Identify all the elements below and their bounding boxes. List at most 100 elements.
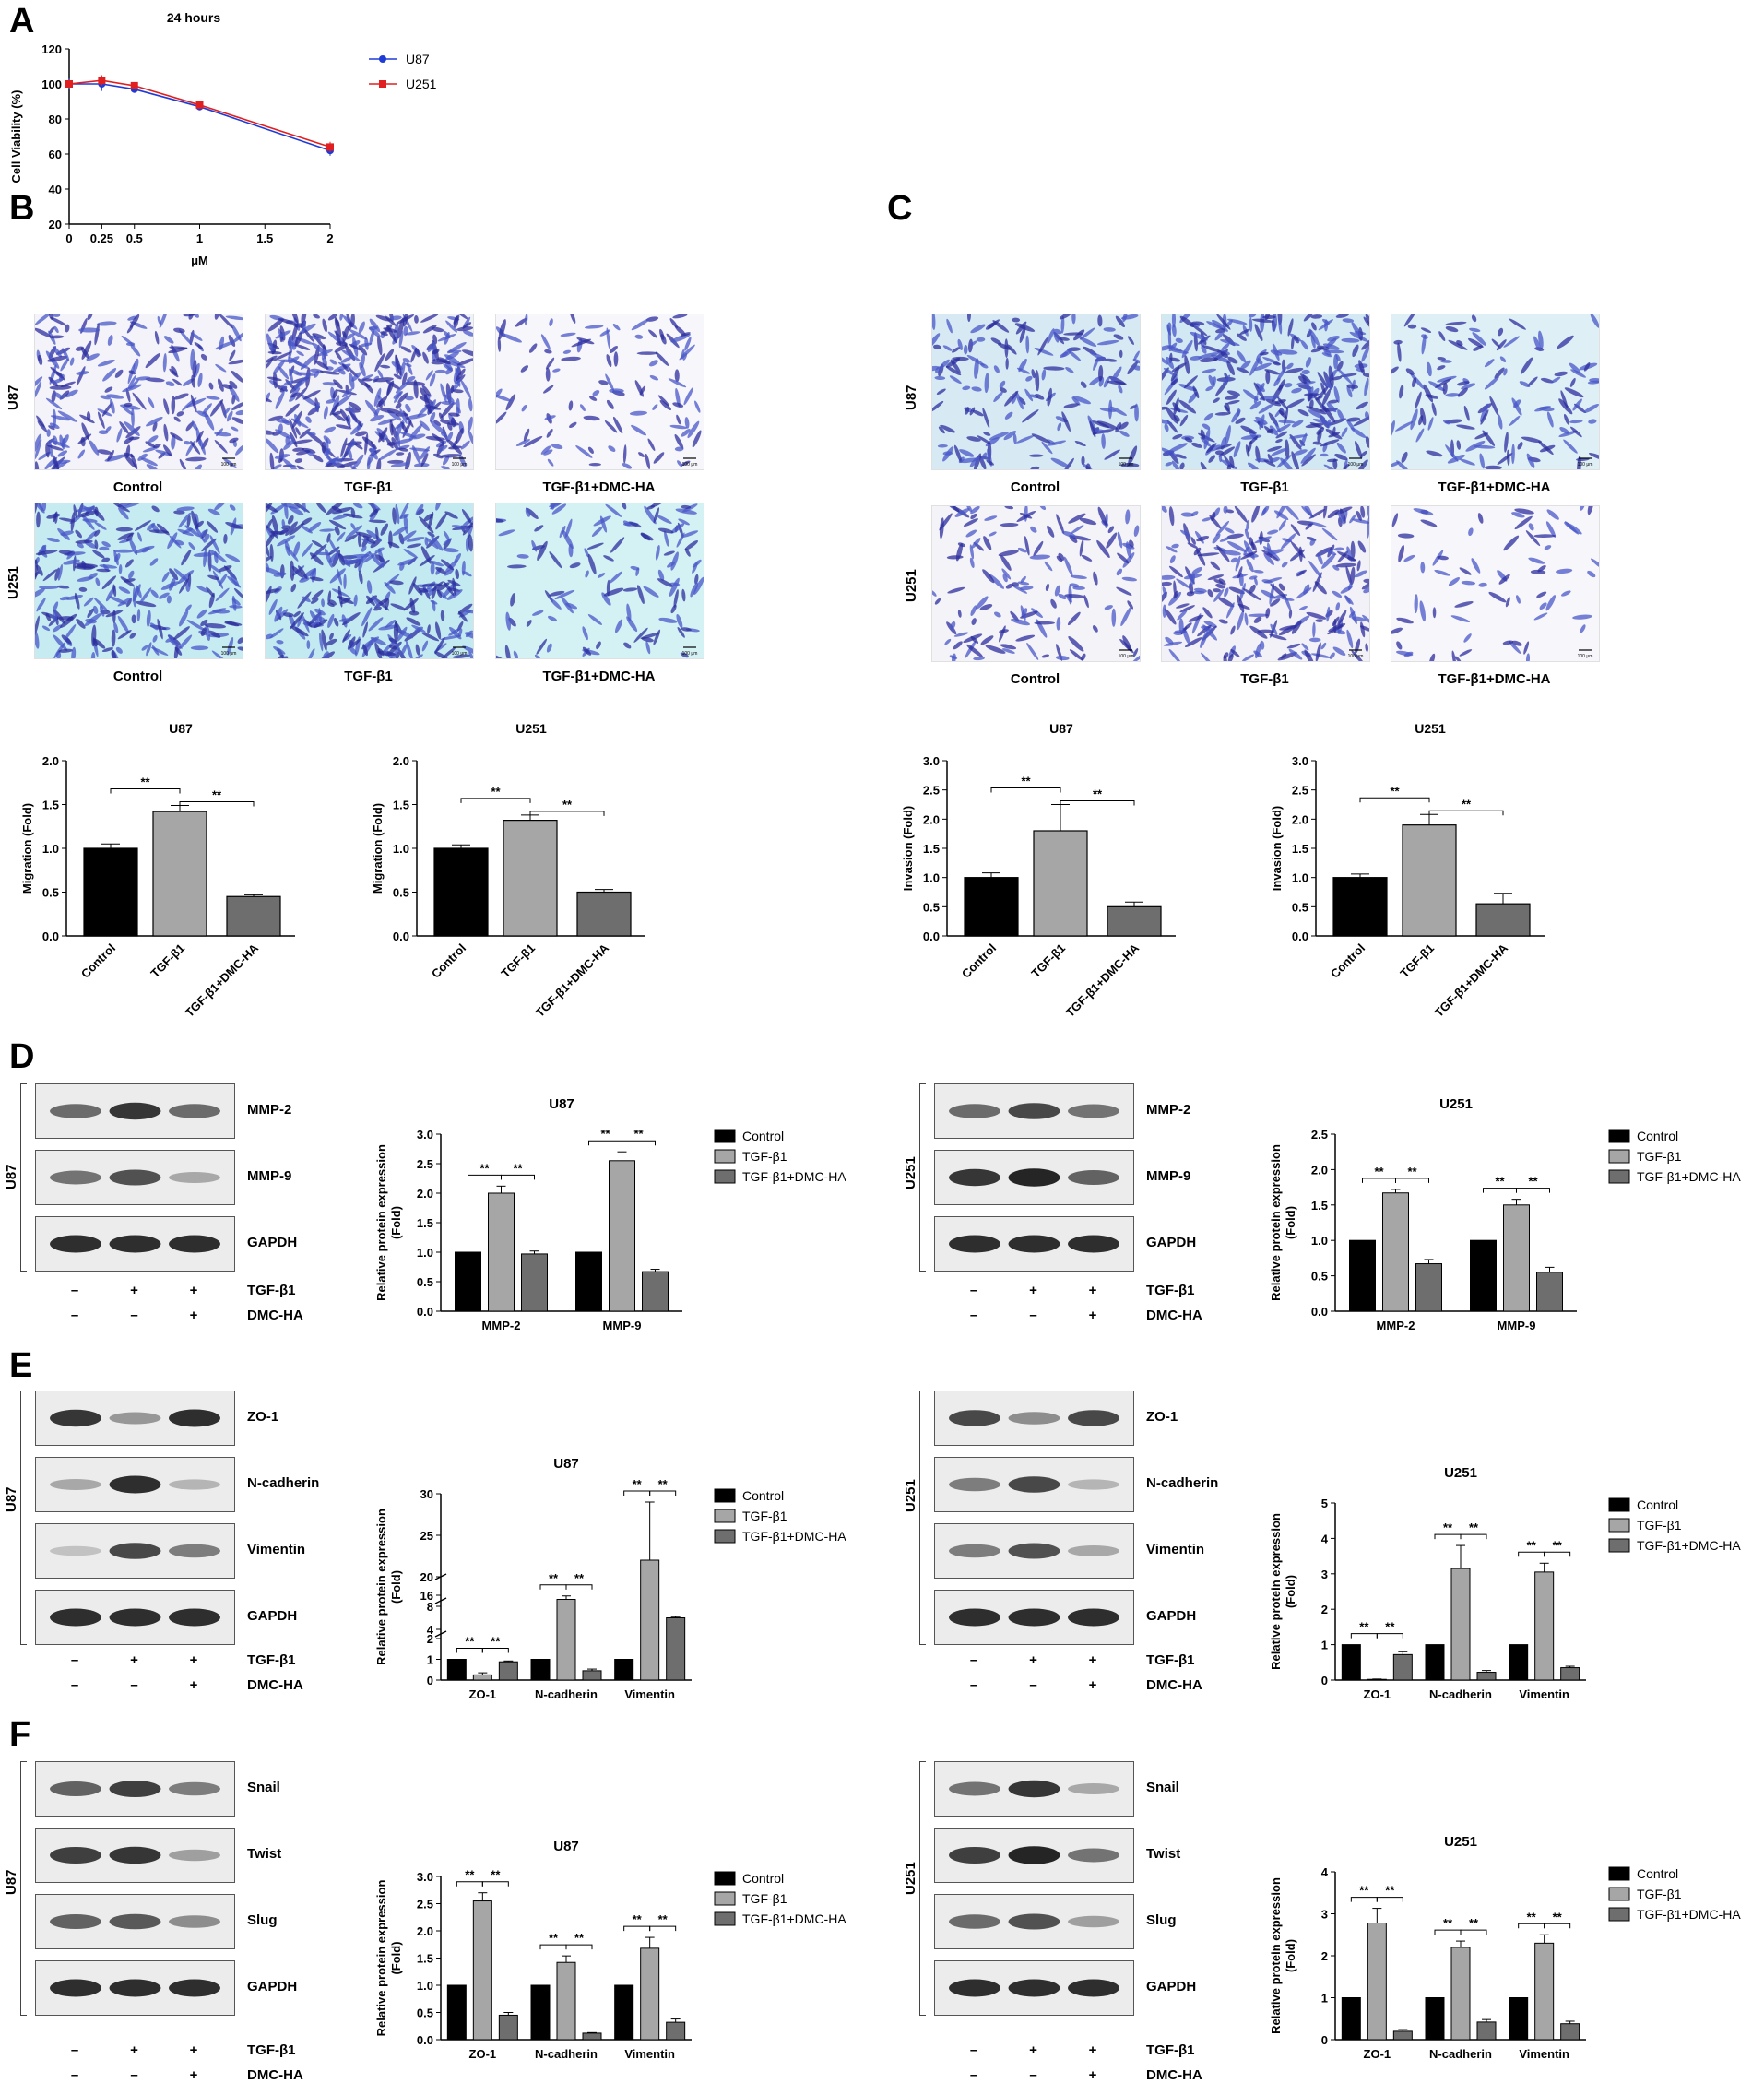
stained-cell (1115, 422, 1122, 433)
stained-cell (235, 409, 243, 416)
stained-cell (1263, 459, 1276, 467)
stained-cell (993, 365, 1000, 373)
stained-cell (1398, 544, 1405, 562)
stained-cell (47, 444, 64, 451)
stained-cell (63, 434, 69, 444)
stained-cell (655, 351, 669, 366)
stained-cell (1165, 461, 1173, 467)
stained-cell (374, 353, 385, 372)
stained-cell (670, 523, 685, 534)
stained-cell (631, 424, 647, 436)
stained-cell (1261, 579, 1273, 584)
stained-cell (377, 369, 384, 379)
bar (1341, 1644, 1361, 1681)
stained-cell (1044, 561, 1053, 572)
scale-bar-label: 100 μm (1119, 654, 1134, 659)
stained-cell (1261, 589, 1276, 599)
stained-cell (341, 349, 361, 361)
stained-cell (305, 416, 312, 423)
stained-cell (684, 417, 690, 429)
treatment-sign: + (130, 2042, 138, 2058)
stained-cell (176, 411, 184, 417)
significance-mark: ** (658, 1477, 669, 1491)
stained-cell (288, 505, 304, 515)
stained-cell (932, 365, 940, 372)
stained-cell (130, 453, 138, 469)
stained-cell (385, 598, 390, 610)
stained-cell (161, 571, 170, 583)
stained-cell (1391, 461, 1400, 467)
stained-cell (587, 614, 603, 625)
stained-cell (125, 444, 131, 459)
x-tick-label: 0.5 (126, 231, 143, 245)
stained-cell (1211, 512, 1216, 522)
stained-cell (1166, 389, 1177, 405)
stained-cell (379, 408, 401, 414)
y-tick-label: 1.0 (1292, 871, 1308, 885)
stained-cell (237, 646, 243, 652)
stained-cell (1184, 437, 1193, 443)
stained-cell (430, 420, 445, 435)
significance-bracket (481, 1648, 509, 1653)
bar (1332, 877, 1388, 937)
stained-cell (435, 513, 447, 530)
bar (530, 1659, 551, 1681)
stained-cell (266, 333, 274, 352)
legend-swatch (1608, 1497, 1630, 1512)
stained-cell (150, 589, 159, 598)
stained-cell (447, 422, 453, 431)
stained-cell (65, 324, 70, 333)
stained-cell (214, 432, 231, 437)
stained-cell (1175, 337, 1183, 343)
stained-cell (313, 619, 328, 629)
stained-cell (1203, 620, 1218, 628)
legend-marker (379, 55, 386, 63)
stained-cell (954, 508, 970, 517)
stained-cell (1437, 356, 1447, 361)
stained-cell (460, 440, 470, 450)
stained-cell (1337, 551, 1356, 562)
treatment-sign: + (130, 1652, 138, 1668)
stained-cell (223, 533, 228, 544)
data-point (98, 77, 106, 85)
stained-cell (1323, 506, 1328, 519)
stained-cell (129, 539, 138, 556)
stained-cell (680, 652, 689, 658)
stained-cell (534, 654, 542, 658)
stained-cell (1210, 561, 1221, 571)
stained-cell (117, 532, 135, 540)
stained-cell (1264, 314, 1271, 320)
stained-cell (647, 438, 656, 452)
stained-cell (62, 348, 70, 362)
stained-cell (1329, 652, 1335, 659)
y-axis-label: (Fold) (389, 1941, 403, 1974)
blot-strip-snail (35, 1761, 235, 1817)
stained-cell (155, 449, 172, 456)
treatment-sign: – (969, 1677, 978, 1693)
stained-cell (1587, 380, 1599, 385)
stained-cell (1351, 322, 1362, 337)
stained-cell (612, 416, 623, 434)
stained-cell (587, 446, 594, 454)
stained-cell (398, 330, 404, 349)
stained-cell (1025, 335, 1030, 354)
stained-cell (349, 440, 356, 448)
significance-mark: ** (479, 1161, 490, 1175)
stained-cell (89, 440, 100, 456)
stained-cell (135, 600, 157, 608)
bar (1470, 1239, 1497, 1312)
stained-cell (92, 550, 105, 559)
stained-cell (334, 316, 342, 337)
stained-cell (1286, 643, 1301, 649)
stained-cell (1249, 575, 1258, 580)
micrograph-migration-u251-2: 100 μm (495, 503, 704, 659)
stained-cell (677, 626, 685, 638)
x-tick-label: MMP-2 (1377, 1319, 1415, 1332)
stained-cell (167, 532, 178, 550)
treatment-label: Control (112, 479, 163, 495)
stained-cell (1222, 550, 1241, 556)
stained-cell (353, 442, 363, 450)
stained-cell (218, 314, 233, 329)
stained-cell (94, 539, 99, 550)
